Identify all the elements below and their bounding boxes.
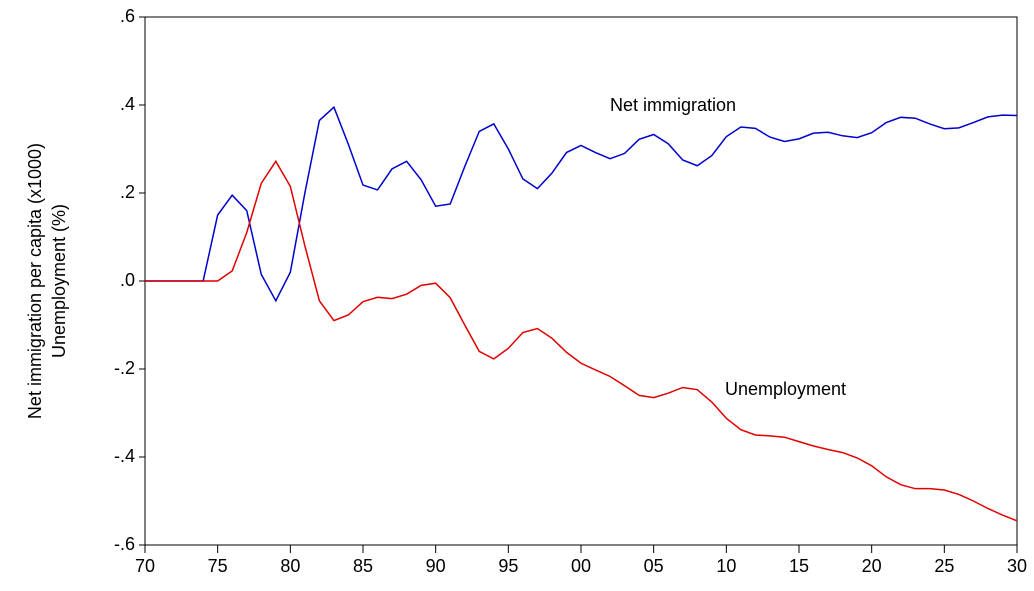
series-label: Unemployment [725,379,846,399]
x-tick-label: 80 [280,556,300,576]
plot-frame [144,16,1018,546]
x-tick-label: 70 [135,556,155,576]
x-tick-label: 95 [498,556,518,576]
x-tick-label: 25 [934,556,954,576]
data-line [145,159,1018,522]
x-tick-label: 10 [716,556,736,576]
data-line [145,105,1018,303]
x-tick-label: 85 [353,556,373,576]
y-tick-label: -.6 [114,534,135,554]
y-tick-label: .2 [120,182,135,202]
x-tick-label: 05 [644,556,664,576]
y-tick-label: -.2 [114,358,135,378]
y-tick-label: -.4 [114,446,135,466]
y-axis-label: Unemployment (%) [49,204,69,358]
x-tick-label: 20 [862,556,882,576]
series-label: Net immigration [610,95,736,115]
x-tick-label: 30 [1007,556,1027,576]
x-tick-label: 00 [571,556,591,576]
y-tick-label: .6 [120,6,135,26]
x-tick-label: 75 [208,556,228,576]
y-axis-label: Net immigration per capita (x1000) [25,143,45,419]
x-tick-label: 90 [426,556,446,576]
y-tick-label: .0 [120,270,135,290]
x-tick-label: 15 [789,556,809,576]
y-tick-label: .4 [120,94,135,114]
